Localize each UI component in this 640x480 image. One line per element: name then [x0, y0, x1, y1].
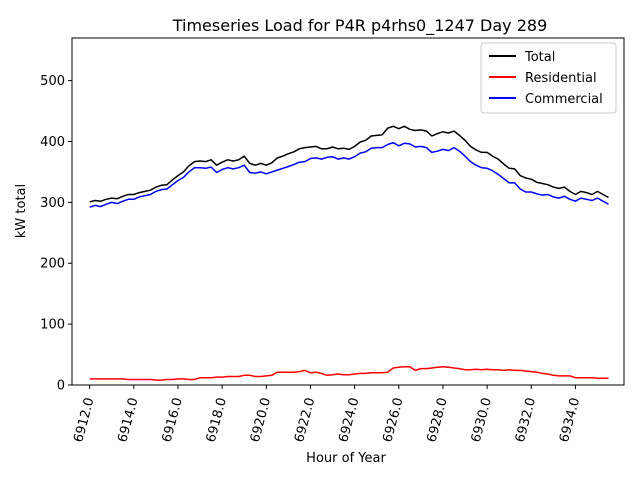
x-tick-label: 6928.0	[424, 396, 450, 444]
y-tick-label: 400	[40, 135, 65, 150]
legend: Total Residential Commercial	[480, 42, 617, 114]
legend-label-commercial: Commercial	[525, 92, 603, 107]
y-tick-label: 200	[40, 257, 65, 272]
x-axis-title: Hour of Year	[306, 451, 386, 466]
x-tick-label: 6930.0	[469, 396, 495, 444]
x-tick-label: 6932.0	[513, 396, 539, 444]
y-tick-label: 0	[57, 379, 65, 394]
x-tick-label: 6918.0	[204, 396, 230, 444]
y-tick-label: 100	[40, 318, 65, 333]
x-tick-label: 6916.0	[160, 396, 186, 444]
x-tick-label: 6912.0	[71, 396, 97, 444]
x-tick-label: 6922.0	[292, 396, 318, 444]
legend-box	[480, 42, 617, 114]
y-tick-label: 300	[40, 196, 65, 211]
legend-label-residential: Residential	[525, 71, 597, 86]
series-line-total	[89, 125, 609, 203]
plot-frame	[71, 37, 625, 386]
x-tick-label: 6934.0	[557, 396, 583, 444]
series-line-commercial	[89, 141, 609, 208]
y-axis: 0 100 200 300 400 500	[40, 74, 72, 394]
x-tick-label: 6926.0	[380, 396, 406, 444]
series-line-residential	[89, 365, 609, 381]
x-axis: 6912.0 6914.0 6916.0 6918.0 6920.0 6922.0 6924…	[71, 385, 583, 444]
y-tick-label: 500	[40, 74, 65, 89]
y-axis-title: kW total	[14, 184, 29, 238]
plot-lines	[89, 125, 609, 381]
legend-label-total: Total	[524, 50, 555, 65]
x-tick-label: 6914.0	[115, 396, 141, 444]
x-tick-label: 6920.0	[248, 396, 274, 444]
x-tick-label: 6924.0	[336, 396, 362, 444]
chart-title: Timeseries Load for P4R p4rhs0_1247 Day …	[172, 16, 548, 36]
